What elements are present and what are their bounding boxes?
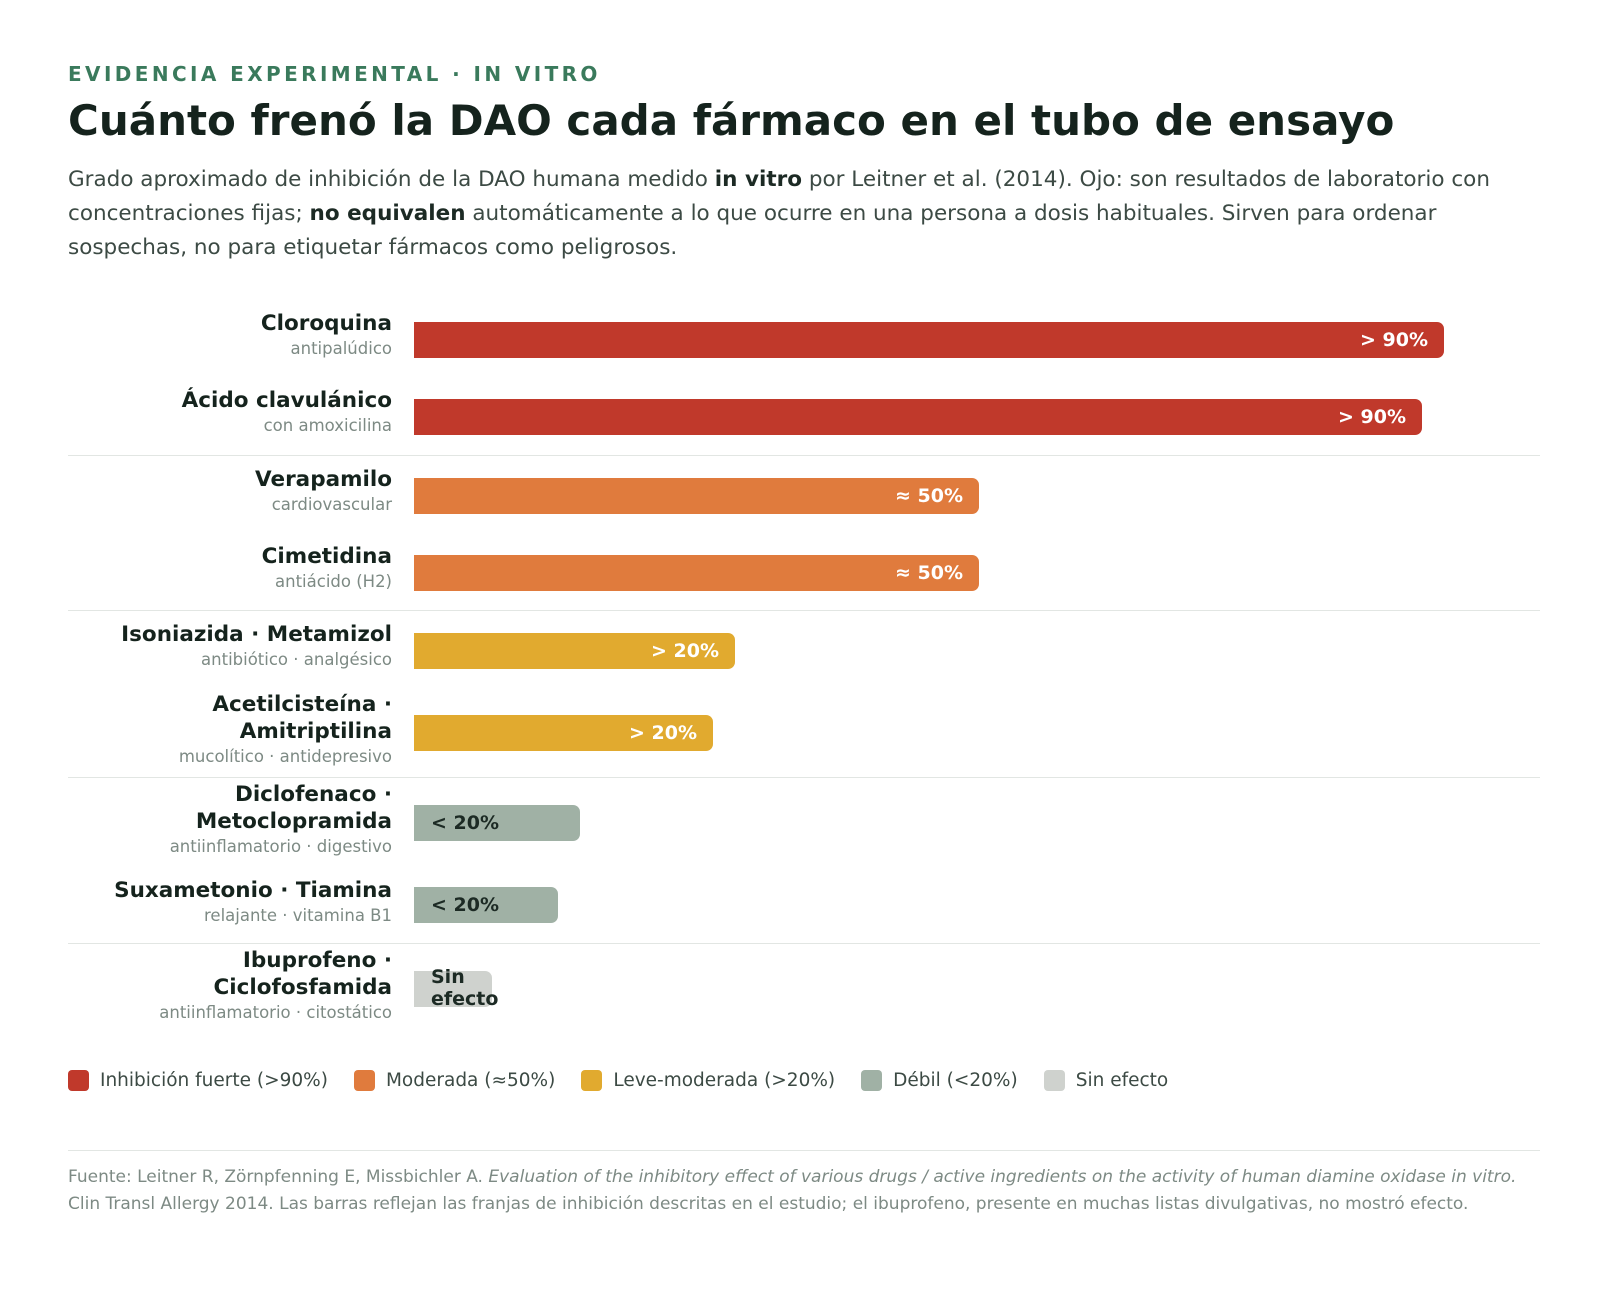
legend-item-leve: Leve-moderada (>20%) bbox=[581, 1069, 836, 1091]
bar-value-label: > 20% bbox=[650, 640, 719, 662]
bar-value-label: < 20% bbox=[431, 894, 500, 916]
drug-name: Cloroquina bbox=[260, 311, 392, 336]
bar-debil: < 20% bbox=[414, 887, 558, 923]
footnote: Fuente: Leitner R, Zörnpfenning E, Missb… bbox=[68, 1164, 1540, 1217]
drug-name: Cimetidina bbox=[261, 544, 392, 569]
legend-label: Inhibición fuerte (>90%) bbox=[100, 1069, 328, 1091]
row-label: Cimetidina antiácido (H2) bbox=[68, 543, 392, 594]
drug-category: antiinflamatorio · citostático bbox=[159, 1003, 392, 1022]
bar-value-label: Sin efecto bbox=[431, 966, 499, 1010]
legend-swatch bbox=[581, 1069, 603, 1091]
drug-category: mucolítico · antidepresivo bbox=[178, 747, 392, 766]
group-divider bbox=[68, 610, 1540, 611]
group-divider bbox=[68, 455, 1540, 456]
legend-swatch bbox=[353, 1069, 375, 1091]
subtitle: Grado aproximado de inhibición de la DAO… bbox=[68, 163, 1528, 265]
subtitle-text-2: por Leitner et al. (2014). Ojo: son resu… bbox=[68, 167, 1490, 226]
group-divider bbox=[68, 777, 1540, 778]
bar-fuerte: > 90% bbox=[414, 322, 1444, 358]
row-label: Diclofenaco · Metoclopramida antiinflamat… bbox=[68, 781, 392, 859]
drug-category: antibiótico · analgésico bbox=[201, 650, 392, 669]
legend-swatch bbox=[68, 1069, 89, 1091]
legend-swatch bbox=[861, 1069, 883, 1091]
legend-label: Sin efecto bbox=[1075, 1069, 1169, 1091]
legend-label: Leve-moderada (>20%) bbox=[613, 1069, 836, 1091]
bar-value-label: ≈ 50% bbox=[894, 485, 963, 507]
drug-name: Acetilcisteína · Amitriptilina bbox=[212, 692, 392, 744]
subtitle-text-1: Grado aproximado de inhibición de la DAO… bbox=[68, 167, 715, 192]
bar-value-label: > 20% bbox=[628, 722, 697, 744]
drug-name: Diclofenaco · Metoclopramida bbox=[195, 782, 392, 834]
legend-swatch bbox=[1043, 1069, 1065, 1091]
footnote-title: Evaluation of the inhibitory effect of v… bbox=[488, 1167, 1517, 1187]
bar-value-label: > 90% bbox=[1359, 329, 1428, 351]
legend-item-sin: Sin efecto bbox=[1043, 1069, 1169, 1091]
row-label: Suxametonio · Tiamina relajante · vitamin… bbox=[68, 877, 392, 928]
row-label: Verapamilo cardiovascular bbox=[68, 466, 392, 517]
bar-moderada: ≈ 50% bbox=[414, 478, 979, 514]
bar-leve: > 20% bbox=[414, 633, 735, 669]
drug-name: Ácido clavulánico bbox=[181, 388, 392, 413]
bar-leve: > 20% bbox=[414, 715, 713, 751]
subtitle-text-3: automáticamente a lo que ocurre en una p… bbox=[68, 201, 1437, 260]
footnote-suffix: Clin Transl Allergy 2014. Las barras ref… bbox=[68, 1193, 1469, 1214]
row-label: Ácido clavulánico con amoxicilina bbox=[68, 387, 392, 438]
bar-moderada: ≈ 50% bbox=[414, 555, 979, 591]
row-label: Isoniazida · Metamizol antibiótico · anal… bbox=[68, 621, 392, 672]
legend: Inhibición fuerte (>90%) Moderada (≈50%) L… bbox=[68, 1068, 1194, 1092]
drug-name: Ibuprofeno · Ciclofosfamida bbox=[213, 948, 393, 1000]
bar-chart: Cloroquina antipalúdico > 90% Ácido clavulá… bbox=[68, 310, 1540, 1070]
legend-label: Moderada (≈50%) bbox=[385, 1069, 556, 1091]
bar-value-label: ≈ 50% bbox=[894, 562, 963, 584]
drug-category: relajante · vitamina B1 bbox=[204, 906, 392, 925]
page-title: Cuánto frenó la DAO cada fármaco en el t… bbox=[68, 96, 1395, 145]
drug-category: antiácido (H2) bbox=[275, 572, 392, 591]
legend-item-fuerte: Inhibición fuerte (>90%) bbox=[68, 1069, 328, 1091]
subtitle-emphasis-no-equivalen: no equivalen bbox=[309, 201, 466, 226]
drug-name: Suxametonio · Tiamina bbox=[114, 878, 392, 903]
row-label: Cloroquina antipalúdico bbox=[68, 310, 392, 361]
legend-item-debil: Débil (<20%) bbox=[861, 1069, 1018, 1091]
bar-fuerte: > 90% bbox=[414, 399, 1422, 435]
row-label: Ibuprofeno · Ciclofosfamida antiinflamato… bbox=[68, 947, 392, 1025]
footnote-divider bbox=[68, 1150, 1540, 1151]
bar-sin: Sin efecto bbox=[414, 966, 498, 1010]
legend-item-moderada: Moderada (≈50%) bbox=[353, 1069, 556, 1091]
eyebrow: EVIDENCIA EXPERIMENTAL · IN VITRO bbox=[68, 62, 601, 86]
drug-category: cardiovascular bbox=[271, 495, 392, 514]
bar-value-label: < 20% bbox=[431, 812, 500, 834]
drug-category: antiinflamatorio · digestivo bbox=[169, 837, 392, 856]
drug-name: Isoniazida · Metamizol bbox=[121, 622, 392, 647]
bar-debil: < 20% bbox=[414, 805, 580, 841]
row-label: Acetilcisteína · Amitriptilina mucolítico… bbox=[68, 691, 392, 769]
group-divider bbox=[68, 943, 1540, 944]
bar-value-label: > 90% bbox=[1337, 406, 1406, 428]
subtitle-emphasis-in-vitro: in vitro bbox=[714, 167, 802, 192]
legend-label: Débil (<20%) bbox=[893, 1069, 1018, 1091]
drug-category: con amoxicilina bbox=[263, 416, 392, 435]
footnote-prefix: Fuente: Leitner R, Zörnpfenning E, Missb… bbox=[68, 1167, 489, 1187]
drug-name: Verapamilo bbox=[255, 467, 392, 492]
drug-category: antipalúdico bbox=[290, 339, 392, 358]
